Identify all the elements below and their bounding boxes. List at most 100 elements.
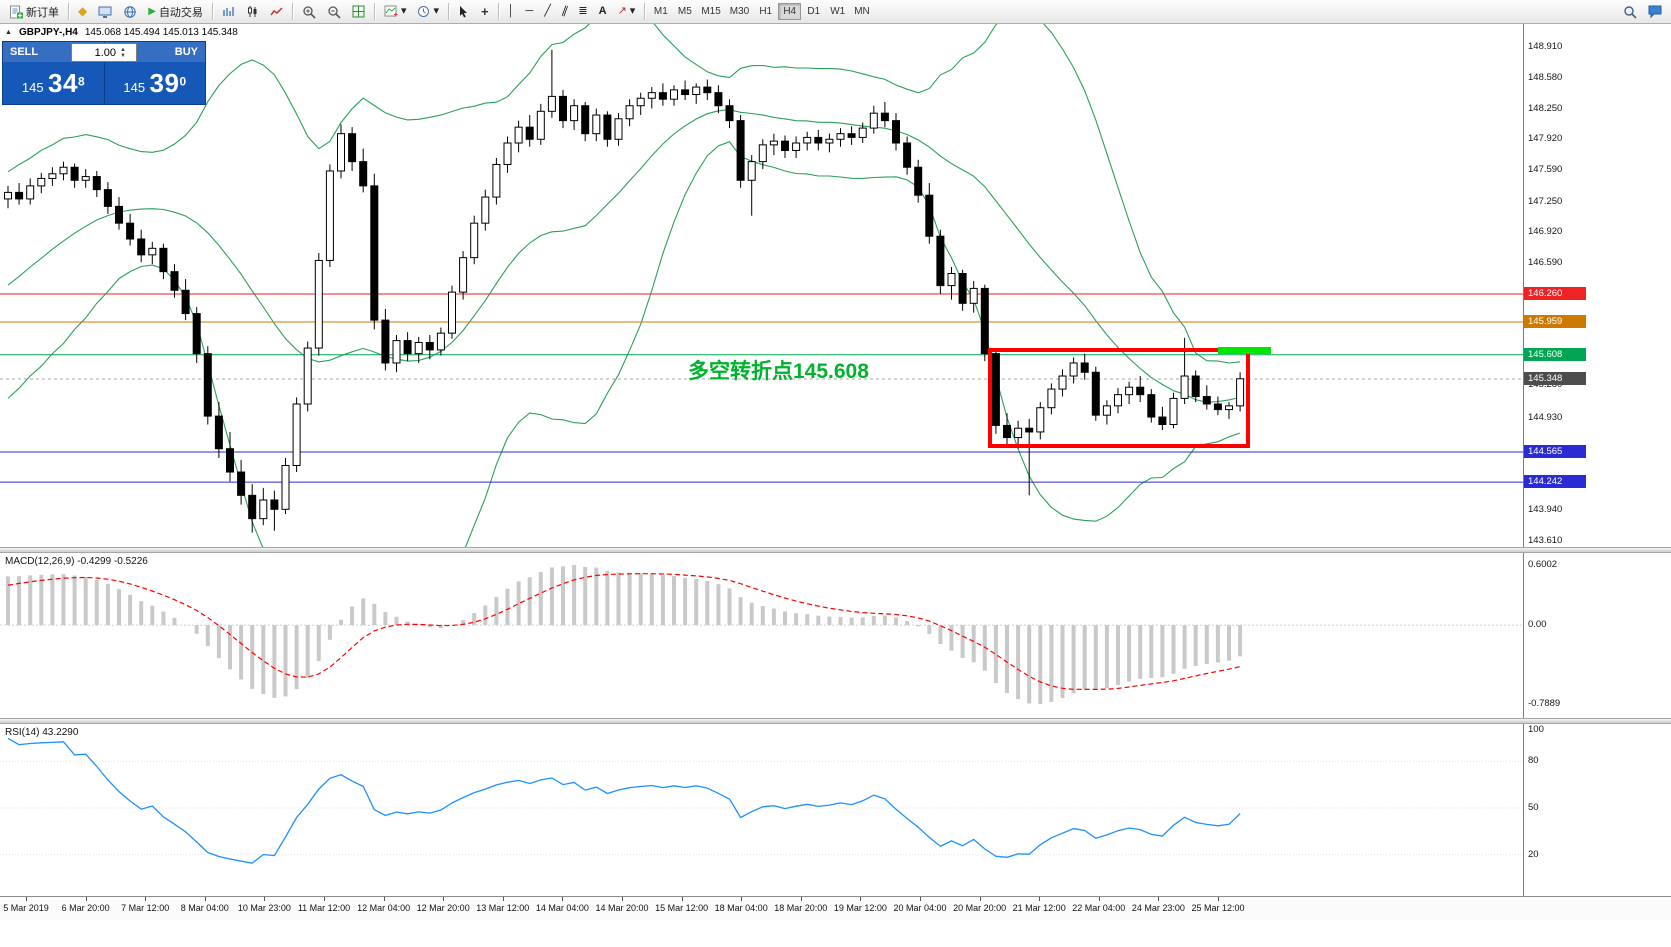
vertical-line-button[interactable]: │ (503, 2, 520, 22)
one-click-trading-panel: SELL 145 348 BUY 145 390 ▲▼ (2, 41, 206, 105)
arrows-tool-button[interactable]: ↗ ▾ (613, 2, 641, 22)
axis-scale-label: 143.940 (1528, 504, 1563, 516)
fibonacci-button[interactable]: ≣ (573, 2, 592, 22)
text-tool-button[interactable]: A (594, 2, 612, 22)
channel-button[interactable]: ∥ (557, 2, 573, 22)
time-axis-label: 20 Mar 04:00 (893, 903, 947, 913)
collapse-quote-panel-icon[interactable]: ▲ (5, 29, 12, 36)
new-order-label: 新订单 (26, 6, 59, 19)
macd-plot[interactable]: MACD(12,26,9) -0.4299 -0.5226 (0, 553, 1523, 718)
macd-canvas[interactable] (0, 553, 1523, 718)
chat-button[interactable] (1643, 2, 1667, 22)
time-axis-label: 12 Mar 04:00 (357, 903, 411, 913)
time-axis-label: 18 Mar 04:00 (714, 903, 768, 913)
profiles-button[interactable] (93, 2, 117, 22)
tile-windows-button[interactable] (347, 2, 370, 22)
rsi-canvas[interactable] (0, 724, 1523, 896)
new-order-icon (10, 5, 23, 18)
timeframe-group: M1 M5 M15 M30 H1 H4 D1 W1 MN (649, 3, 873, 20)
sell-price-prefix: 145 (21, 80, 44, 95)
lot-size-input[interactable] (72, 46, 118, 59)
symbol-timeframe-label: GBPJPY-,H4 (18, 27, 78, 38)
price-level-badge: 144.565 (1524, 444, 1586, 458)
crosshair-button[interactable]: + (476, 2, 494, 22)
price-level-badge: 145.608 (1524, 347, 1586, 361)
rsi-plot[interactable]: RSI(14) 43.2290 (0, 724, 1523, 896)
panel-separator[interactable] (0, 547, 1671, 553)
bar-chart-icon (223, 7, 234, 16)
cursor-button[interactable] (453, 2, 475, 22)
axis-scale-label: 147.590 (1528, 164, 1563, 176)
spinner-up-icon[interactable]: ▲ (120, 46, 126, 53)
time-tick (204, 897, 206, 901)
toolbar-separator (68, 3, 69, 20)
time-tick (800, 897, 802, 901)
lot-spinner[interactable]: ▲ ▼ (120, 47, 126, 59)
axis-scale-label: 0.6002 (1528, 559, 1558, 570)
chart-annotation[interactable]: 多空转折点145.608 (688, 360, 869, 383)
buy-price-big: 39 (149, 68, 180, 98)
axis-scale-label: 148.910 (1528, 41, 1563, 52)
tf-m30-button[interactable]: M30 (726, 3, 753, 20)
dropdown-icon: ▾ (629, 5, 636, 17)
horizontal-line-button[interactable]: ─ (520, 2, 538, 22)
time-tick (1039, 897, 1041, 901)
tf-m5-button[interactable]: M5 (673, 3, 696, 20)
channel-icon: ∥ (560, 4, 570, 18)
axis-scale-label: 147.920 (1528, 133, 1563, 145)
line-chart-button[interactable] (265, 2, 288, 22)
axis-scale-label: 144.930 (1528, 411, 1563, 423)
price-axis[interactable]: 148.910 148.580 148.250 147.920 147.590 147.2… (1523, 24, 1671, 547)
axis-scale-label: 143.610 (1528, 535, 1563, 546)
indicators-icon (384, 5, 398, 17)
candlestick-chart-button[interactable] (241, 2, 264, 22)
tf-mn-button[interactable]: MN (850, 3, 874, 20)
buy-price-sup: 0 (179, 74, 187, 89)
time-axis[interactable]: 5 Mar 2019 6 Mar 20:00 7 Mar 12:00 8 Mar 04… (0, 896, 1671, 920)
time-tick (681, 897, 683, 901)
tf-m1-button[interactable]: M1 (649, 3, 672, 20)
globe-icon (124, 5, 136, 18)
time-tick (562, 897, 564, 901)
tf-h1-button[interactable]: H1 (754, 3, 777, 20)
market-watch-button[interactable] (118, 2, 142, 22)
search-button[interactable] (1618, 2, 1642, 22)
buy-price: 145 390 (105, 68, 206, 99)
time-axis-label: 25 Mar 12:00 (1191, 903, 1245, 913)
indicators-button[interactable]: ▾ (379, 2, 412, 22)
tf-m15-button[interactable]: M15 (697, 3, 724, 20)
new-order-button[interactable]: 新订单 (4, 2, 64, 22)
trendline-button[interactable]: ╱ (539, 2, 556, 22)
tf-d1-button[interactable]: D1 (802, 3, 825, 20)
time-tick (979, 897, 981, 901)
time-axis-label: 15 Mar 12:00 (655, 903, 709, 913)
dropdown-icon: ▾ (400, 5, 407, 17)
periods-menu-button[interactable]: ▾ (412, 2, 444, 22)
chat-icon (1648, 5, 1662, 18)
diamond-icon: ◆ (78, 4, 88, 18)
panel-separator[interactable] (0, 718, 1671, 724)
time-axis-label: 20 Mar 20:00 (953, 903, 1007, 913)
spinner-down-icon[interactable]: ▼ (120, 52, 126, 59)
cursor-icon (460, 6, 467, 18)
macd-axis[interactable]: 0.6002 0.00 -0.7889 (1523, 553, 1671, 718)
tf-w1-button[interactable]: W1 (826, 3, 849, 20)
axis-scale-label: 148.580 (1528, 71, 1563, 83)
time-axis-label: 21 Mar 12:00 (1012, 903, 1066, 913)
tf-h4-button[interactable]: H4 (778, 3, 802, 20)
rsi-row: RSI(14) 43.2290 100 80 50 20 (0, 724, 1671, 896)
rsi-axis[interactable]: 100 80 50 20 (1523, 724, 1671, 896)
main-chart-row: ▲ GBPJPY-,H4 145.068 145.494 145.013 145… (0, 24, 1671, 547)
auto-trading-button[interactable]: ▶ 自动交易 (143, 2, 208, 22)
main-chart-canvas[interactable] (0, 24, 1523, 547)
bar-chart-button[interactable] (217, 2, 240, 22)
favorites-button[interactable]: ◆ (73, 2, 92, 22)
axis-scale-label: 100 (1528, 724, 1544, 735)
price-level-badge: 146.260 (1524, 287, 1586, 300)
time-axis-label: 10 Mar 23:00 (237, 903, 291, 913)
main-chart-plot[interactable]: ▲ GBPJPY-,H4 145.068 145.494 145.013 145… (0, 24, 1523, 547)
fibonacci-icon: ≣ (578, 5, 588, 17)
zoom-in-button[interactable] (297, 2, 321, 22)
time-axis-label: 22 Mar 04:00 (1072, 903, 1126, 913)
zoom-out-button[interactable] (322, 2, 346, 22)
